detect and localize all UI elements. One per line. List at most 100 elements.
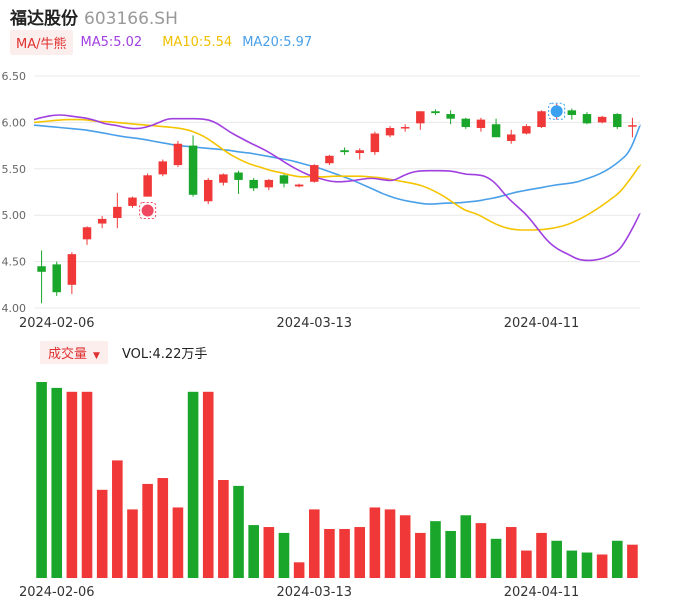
x-tick-label: 2024-02-06: [19, 316, 95, 331]
candle-body: [310, 165, 319, 182]
y-tick-label: 4.50: [2, 256, 27, 269]
x-tick-label: 2024-02-06: [19, 585, 95, 600]
volume-indicator-dropdown[interactable]: 成交量 ▼: [40, 340, 108, 364]
volume-bar: [293, 562, 305, 578]
candle: [416, 111, 425, 130]
signal-badge-icon: [141, 204, 154, 217]
candle: [310, 164, 319, 183]
candle-body: [203, 179, 213, 202]
volume-legend: 成交量 ▼ VOL:4.22万手: [40, 340, 208, 364]
volume-bar: [263, 527, 275, 578]
candle-body: [522, 126, 531, 134]
candle-body: [582, 114, 592, 124]
volume-bar: [112, 460, 123, 578]
candle-body: [97, 218, 107, 224]
y-tick-label: 6.50: [2, 70, 27, 83]
candle: [52, 261, 61, 296]
ma-bull-bear-toggle[interactable]: MA/牛熊: [10, 29, 73, 55]
candle: [97, 216, 107, 229]
candle-body: [158, 161, 168, 175]
candle: [476, 117, 486, 132]
candle: [506, 129, 516, 144]
candle-body: [597, 116, 607, 123]
ma5-legend: MA5:5.02: [80, 34, 143, 50]
volume-bar: [142, 483, 153, 578]
candle-body: [234, 172, 243, 180]
volume-bar: [66, 391, 78, 578]
x-tick-label: 2024-04-11: [504, 585, 580, 600]
volume-bar: [430, 521, 441, 578]
candle-body: [431, 111, 440, 114]
candle: [264, 179, 274, 191]
candle: [82, 226, 92, 245]
volume-bar: [566, 550, 578, 578]
ma20-line: [33, 124, 641, 205]
candle: [446, 110, 455, 125]
candle-body: [113, 206, 122, 218]
candle-body: [476, 119, 486, 128]
candle-body: [325, 155, 334, 164]
volume-bar: [324, 529, 335, 578]
candle: [340, 147, 349, 155]
candle-body: [52, 264, 61, 293]
candle: [355, 148, 364, 160]
candle: [567, 108, 577, 120]
candle-body: [219, 174, 228, 183]
candle: [279, 174, 289, 188]
candle: [203, 178, 213, 205]
volume-bar: [399, 515, 411, 578]
volume-bar: [536, 532, 547, 578]
volume-bar: [81, 391, 93, 578]
x-tick-label: 2024-03-13: [276, 316, 352, 331]
x-tick-label: 2024-03-13: [276, 585, 352, 600]
candle: [249, 178, 258, 192]
volume-bar: [308, 509, 320, 578]
volume-bar: [505, 527, 517, 578]
volume-indicator-label: 成交量: [48, 346, 88, 362]
candle: [67, 252, 77, 295]
candle-body: [188, 145, 198, 195]
candle-body: [461, 118, 471, 128]
candle: [294, 183, 304, 188]
candle: [400, 124, 410, 132]
ma-legend: MA/牛熊 MA5:5.02 MA10:5.54 MA20:5.97: [10, 29, 312, 55]
candle: [431, 109, 440, 115]
volume-bar: [521, 550, 532, 578]
candle-body: [370, 133, 380, 153]
volume-bar: [551, 540, 562, 578]
candle-body: [567, 110, 577, 115]
volume-bar: [96, 489, 108, 578]
candle: [628, 117, 637, 138]
candle-body: [340, 150, 349, 153]
volume-bar: [384, 509, 396, 578]
candle-body: [491, 124, 501, 138]
candle: [461, 117, 471, 129]
volume-bar: [218, 480, 229, 578]
candle-body: [37, 266, 46, 272]
stock-title: 福达股份 603166.SH: [10, 4, 178, 29]
volume-bar: [445, 530, 456, 578]
candle-body: [143, 175, 152, 197]
y-tick-label: 5.50: [2, 163, 27, 176]
volume-bar: [475, 523, 487, 578]
volume-bar: [369, 507, 381, 578]
candle: [188, 135, 198, 197]
candle-body: [82, 227, 92, 240]
candle: [234, 170, 243, 194]
candle-body: [279, 175, 289, 184]
volume-bar: [596, 554, 608, 578]
candle-body: [537, 111, 546, 128]
volume-bar: [51, 387, 63, 578]
volume-bar: [627, 544, 638, 578]
x-tick-label: 2024-04-11: [504, 316, 580, 331]
candle-body: [128, 197, 137, 206]
volume-bar: [354, 527, 366, 578]
volume-bar: [157, 478, 169, 578]
candle-body: [613, 114, 622, 128]
y-tick-label: 6.00: [2, 116, 27, 129]
volume-bar: [415, 532, 426, 578]
ma10-legend: MA10:5.54: [162, 34, 233, 50]
volume-value: VOL:4.22万手: [121, 346, 208, 362]
candle-body: [67, 254, 77, 285]
